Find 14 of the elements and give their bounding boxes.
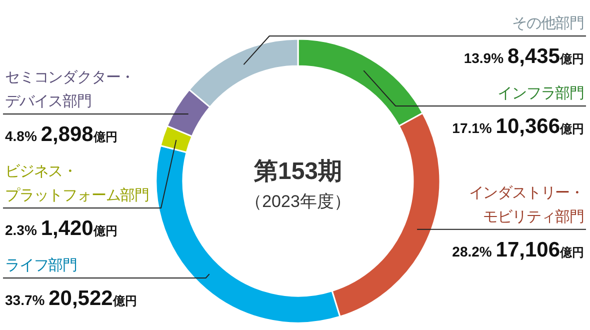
slice-label: ビジネス・プラットフォーム部門	[5, 163, 150, 204]
text: 第153期	[252, 158, 342, 185]
data-label: 4.8% 2,898億円	[5, 123, 118, 146]
data-label: 2.3% 1,420億円	[5, 217, 118, 240]
slice-label: インダストリー・モビリティ部門	[468, 184, 584, 226]
data-label: 33.7% 20,522億円	[5, 287, 137, 310]
slice-label: セミコンダクター・デバイス部門	[5, 69, 135, 110]
slice-label: その他部門	[512, 15, 584, 32]
data-label: 13.9% 8,435億円	[464, 45, 584, 68]
text: （2023年度）	[245, 192, 351, 211]
data-label: 17.1% 10,366億円	[452, 115, 584, 138]
slice-label: ライフ部門	[5, 257, 78, 274]
slice-label: インフラ部門	[498, 85, 584, 102]
data-label: 28.2% 17,106億円	[452, 238, 584, 262]
